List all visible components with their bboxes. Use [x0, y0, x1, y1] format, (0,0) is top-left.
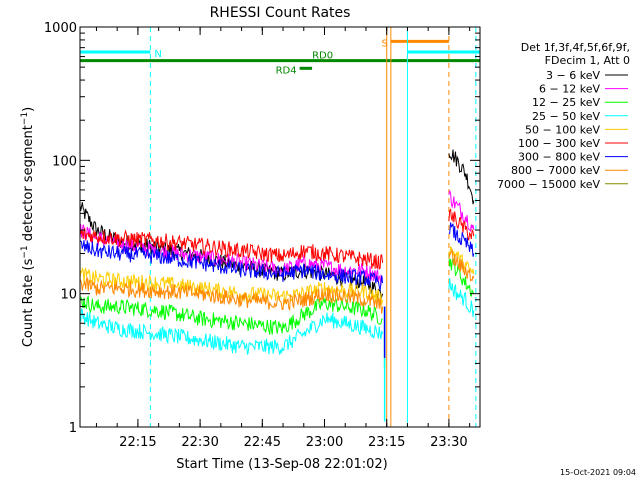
- x-tick-label-3: 23:00: [306, 435, 343, 450]
- y-tick-label-3: 1000: [44, 21, 77, 36]
- flag-label-n: N: [154, 49, 161, 60]
- legend-label-4: 50 − 100 keV: [525, 123, 600, 136]
- plot-frame: [79, 26, 481, 428]
- legend: Det 1f,3f,4f,5f,6f,9f, FDecim 1, Att 0 3…: [497, 41, 630, 191]
- y-tick-label-2: 100: [52, 154, 77, 169]
- legend-label-8: 7000 − 15000 keV: [497, 178, 600, 191]
- series-line-7: [79, 277, 384, 314]
- x-tick-label-1: 22:30: [181, 435, 218, 450]
- legend-label-5: 100 − 300 keV: [518, 137, 600, 150]
- series-line-5: [79, 227, 384, 270]
- flag-label-s: S: [381, 38, 387, 49]
- series-line-3: [79, 308, 384, 355]
- x-axis-label: Start Time (13-Sep-08 22:01:02): [176, 457, 387, 472]
- y-axis-label: Count Rate (s−1 detector segment−1): [20, 107, 36, 347]
- legend-label-2: 12 − 25 keV: [532, 96, 600, 109]
- series-line-6-b: [448, 222, 475, 257]
- date-stamp: 15-Oct-2021 09:04: [560, 468, 636, 477]
- flag-label-rd4: RD4: [276, 65, 297, 76]
- legend-label-1: 6 − 12 keV: [539, 83, 600, 96]
- series-line-1-b: [448, 190, 475, 233]
- legend-label-7: 800 − 7000 keV: [511, 164, 600, 177]
- legend-label-3: 25 − 50 keV: [532, 110, 600, 123]
- series-line-3-b: [448, 278, 475, 317]
- x-tick-label-0: 22:15: [119, 435, 156, 450]
- x-tick-label-2: 22:45: [244, 435, 281, 450]
- series-line-6: [79, 240, 384, 291]
- x-tick-label-5: 23:30: [430, 435, 467, 450]
- y-tick-label-1: 10: [60, 288, 77, 303]
- chart-title: RHESSI Count Rates: [210, 5, 351, 21]
- legend-label-0: 3 − 6 keV: [546, 69, 600, 82]
- y-tick-label-0: 1: [69, 421, 77, 436]
- series-line-5-b: [448, 208, 475, 241]
- legend-header-line-2: FDecim 1, Att 0: [545, 54, 630, 67]
- flag-label-rd0: RD0: [312, 51, 333, 62]
- x-tick-label-4: 23:15: [368, 435, 405, 450]
- series-line-0-b: [448, 149, 475, 205]
- legend-label-6: 300 − 800 keV: [518, 151, 600, 164]
- legend-header-line-1: Det 1f,3f,4f,5f,6f,9f,: [521, 41, 630, 54]
- series-line-7-b: [448, 248, 475, 282]
